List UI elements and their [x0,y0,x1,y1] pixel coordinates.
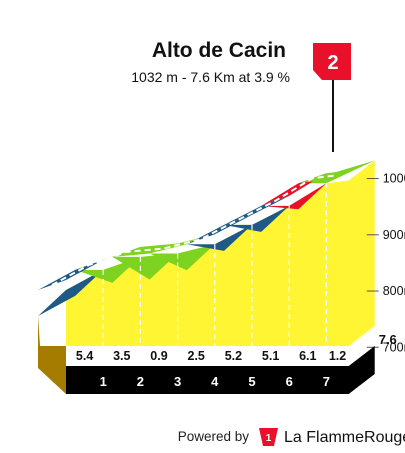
powered-by-label: Powered by [178,429,250,444]
altitude-label: 900m [383,228,405,242]
km-label: 4 [211,374,219,389]
km-label: 7 [323,374,330,389]
gradient-label: 5.1 [262,349,279,363]
profile-surface-segment [38,269,104,316]
profile-surface-segment [298,160,375,184]
km-label: 3 [174,374,181,389]
altitude-label: 800m [383,284,405,298]
km-label: 2 [137,374,144,389]
climb-subtitle: 1032 m - 7.6 Km at 3.9 % [131,69,290,85]
profile-area: 700m 800m 900m 1000m 5.4 3.5 0.9 2.5 5.2 5.1 6.1 1.… [38,160,405,394]
km-label: 6 [286,374,293,389]
profile-surface-segment [224,205,290,232]
logo-number: 1 [266,433,272,444]
flag-banner [313,43,351,80]
category-flag: 2 [313,43,351,152]
profile-fill [66,160,375,346]
km-strip [66,346,375,394]
gradient-label: 2.5 [188,349,205,363]
profile-surface-segment [261,183,327,210]
gradient-label: 1.2 [329,349,346,363]
gradient-label: 5.4 [76,349,93,363]
km-label: 5 [248,374,255,389]
brand-label: La FlammeRouge [284,429,405,446]
footer-branding: Powered by 1 La FlammeRouge [178,428,405,446]
profile-centerline [51,174,335,286]
gradient-label: 3.5 [113,349,130,363]
profile-surface-segment [149,244,215,271]
gradient-label: 6.1 [299,349,316,363]
altitude-label: 700m [383,340,405,354]
profile-ribbon-segment [186,214,252,245]
gradient-label: 0.9 [150,349,167,363]
altitude-label: 1000m [383,172,405,186]
profile-side-wall [38,316,66,394]
category-label: 2 [327,52,338,74]
flamme-rouge-logo-icon [259,428,278,446]
climb-title: Alto de Cacin [152,39,286,62]
total-distance-label: 7.6 [379,332,397,347]
profile-surface-segment [112,253,178,280]
gradient-label: 5.2 [225,349,242,363]
km-label: 1 [100,374,107,389]
profile-surface-segment [186,224,252,251]
